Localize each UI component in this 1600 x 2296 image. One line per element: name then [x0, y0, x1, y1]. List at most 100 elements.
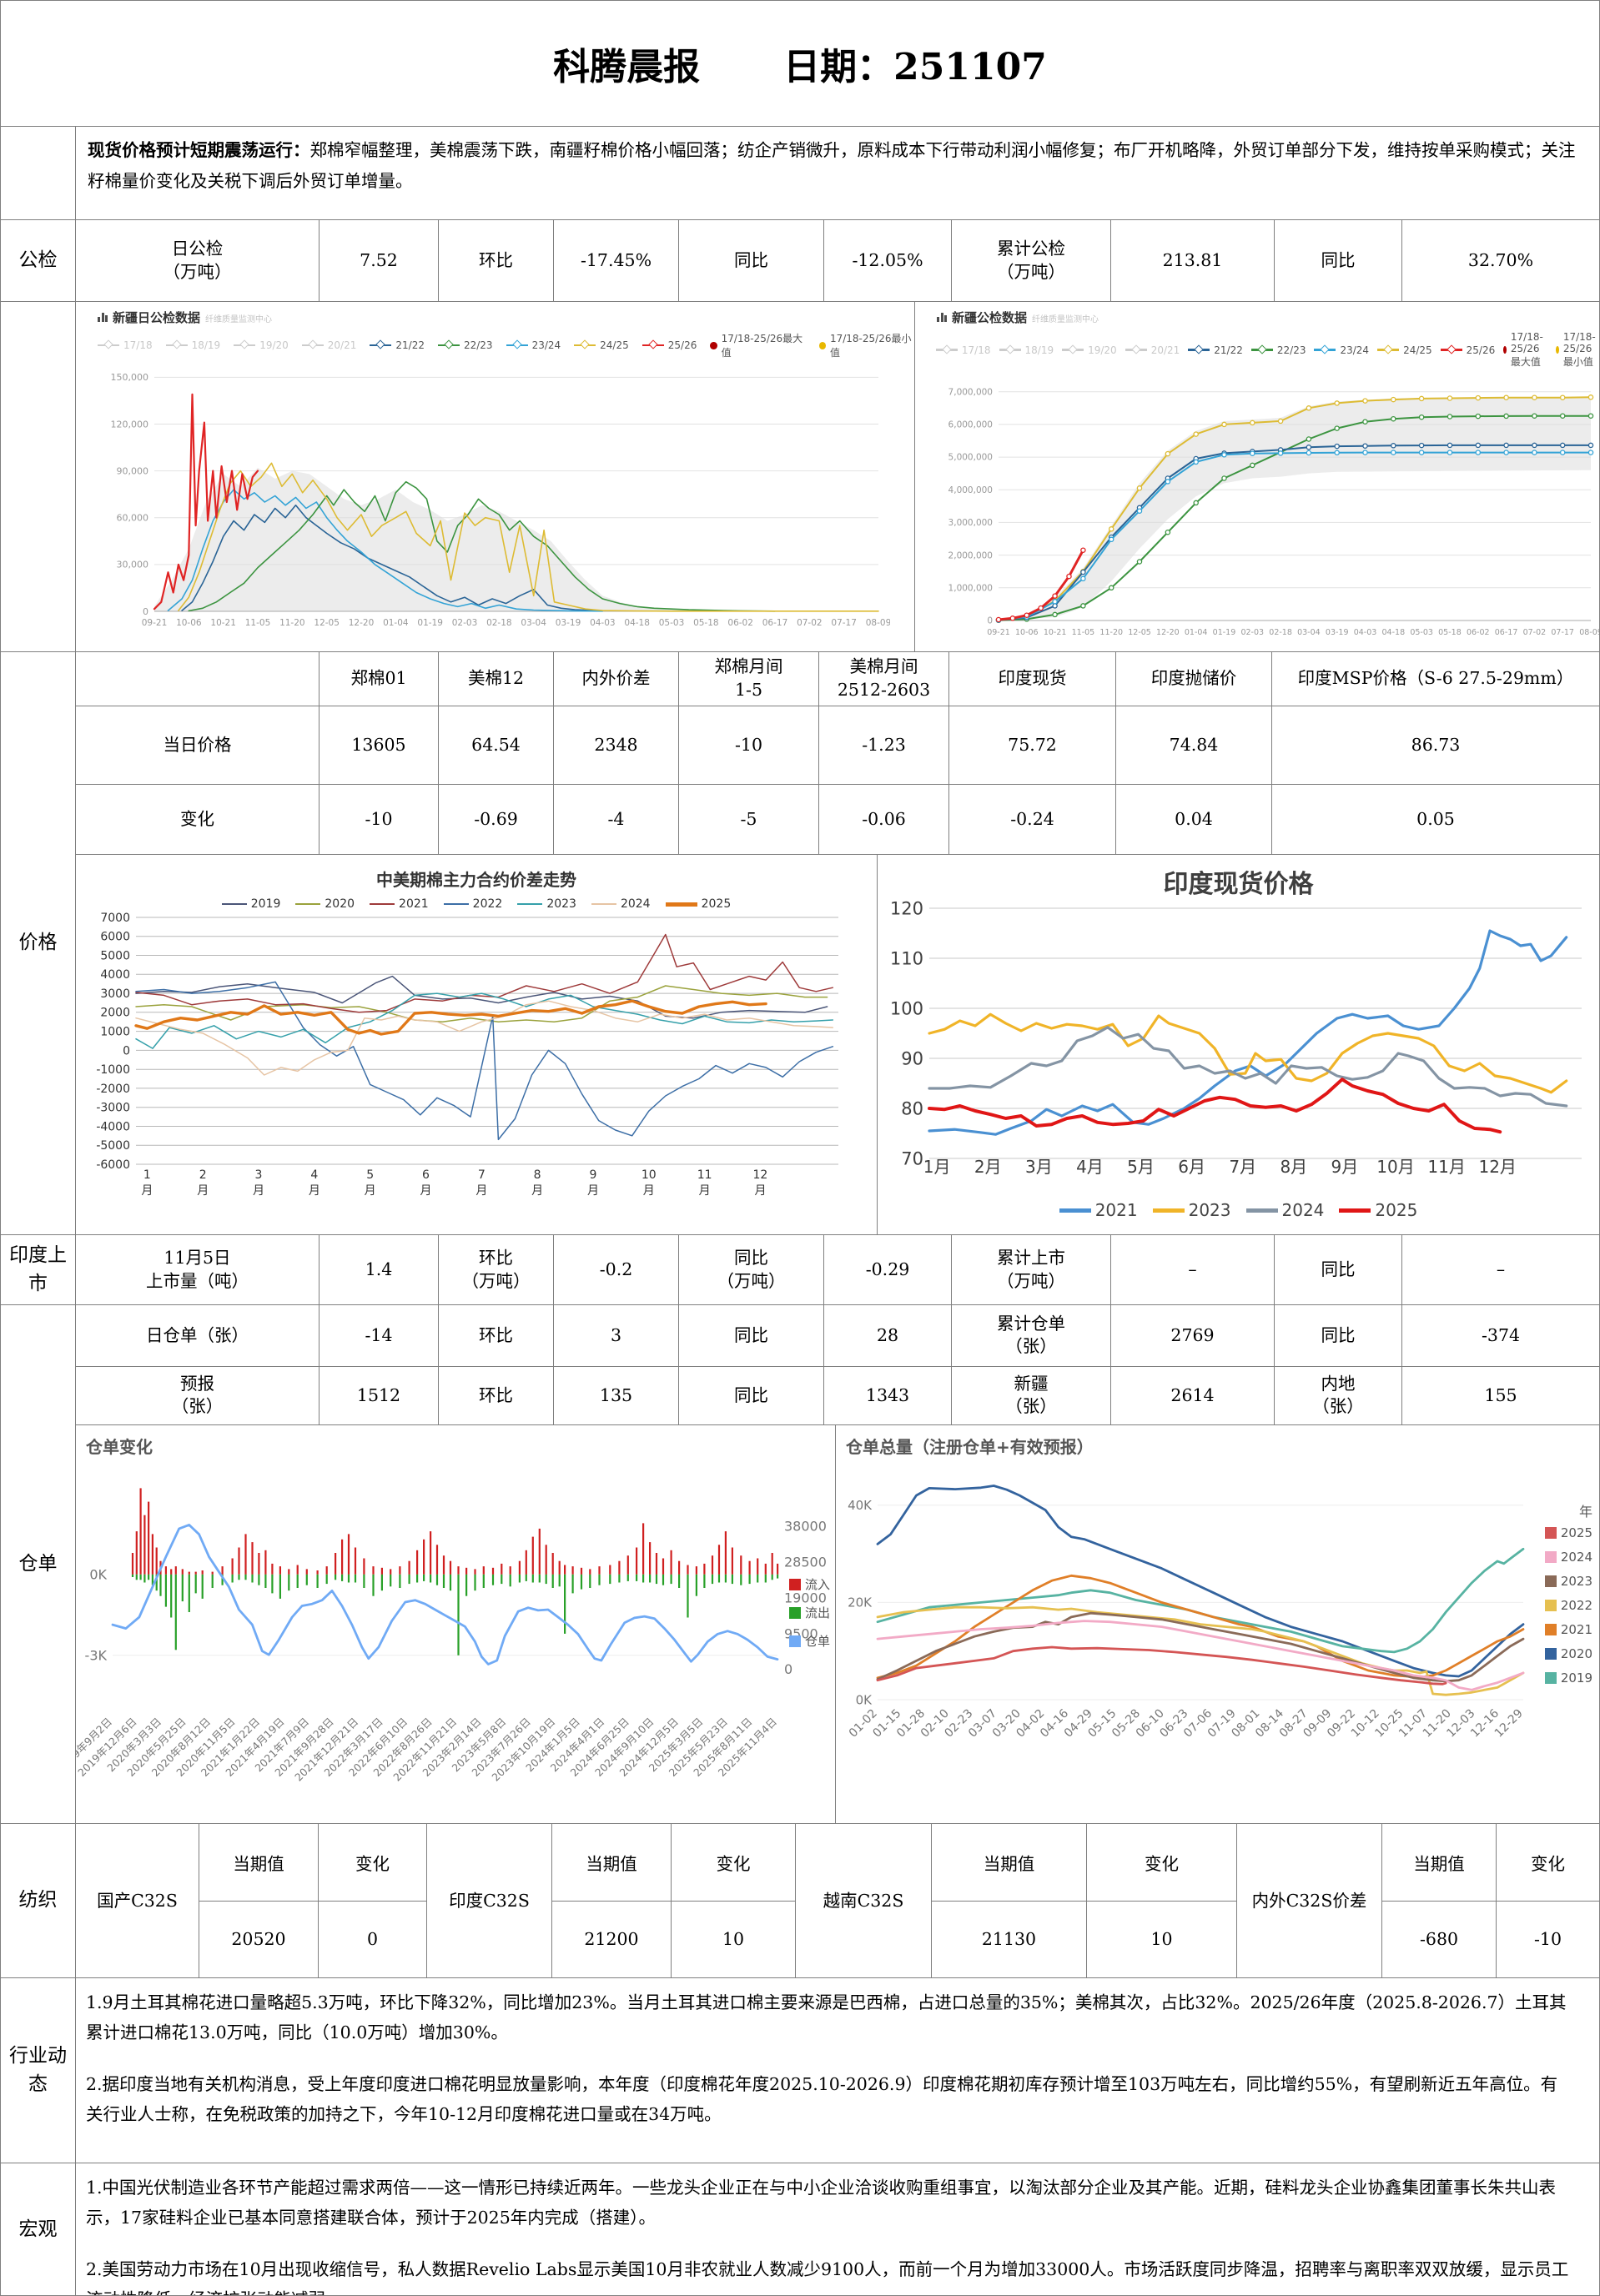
svg-text:05-03: 05-03: [659, 618, 685, 628]
svg-text:9月: 9月: [587, 1168, 599, 1198]
inspection-row: 公检 日公检 （万吨） 7.52 环比 -17.45% 同比 -12.05% 累计公检 （万…: [1, 219, 1599, 301]
summary-row: 现货价格预计短期震荡运行：郑棉窄幅整理，美棉震荡下跌，南疆籽棉价格小幅回落；纺企…: [1, 126, 1599, 219]
legend-item[interactable]: 18/19: [999, 331, 1054, 369]
legend-item[interactable]: 25/26: [1440, 331, 1495, 369]
table-cell: 75.72: [948, 706, 1115, 784]
receipt-change-chart: 0K -3K 38000 28500 19000 9500 0 2019年9月2日 2019年1…: [76, 1458, 835, 1823]
legend-item[interactable]: 流出: [788, 1604, 830, 1621]
svg-text:70: 70: [901, 1148, 923, 1168]
svg-text:04-03: 04-03: [1354, 628, 1377, 637]
svg-text:0: 0: [123, 1044, 130, 1058]
legend-item[interactable]: 25/26: [642, 331, 697, 359]
summary-body: 郑棉窄幅整理，美棉震荡下跌，南疆籽棉价格小幅回落；纺企产销微升，原料成本下行带动…: [88, 140, 1576, 191]
legend-item: 2019: [221, 897, 280, 911]
legend-item[interactable]: 17/18: [98, 331, 153, 359]
chg-label: 变化: [672, 1824, 795, 1902]
svg-text:10-06: 10-06: [1015, 628, 1039, 637]
legend-item[interactable]: 2021: [1544, 1622, 1592, 1637]
warehouse-receipt-label: 仓单: [1, 1305, 76, 1823]
price-today-row: 当日价格 13605 64.54 2348 -10 -1.23 75.72 74.84 86.7…: [76, 706, 1599, 784]
legend-item[interactable]: 17/18-25/26最大值: [710, 331, 805, 359]
table-cell: 1512: [319, 1366, 438, 1424]
legend-item[interactable]: 24/25: [574, 331, 629, 359]
chart-xj_daily: 0 30,000 60,000 90,000 120,000 150,000 09-21 10…: [111, 372, 891, 628]
svg-text:100: 100: [890, 998, 923, 1018]
legend-item[interactable]: 17/18-25/26最小值: [1556, 331, 1599, 369]
svg-text:-1000: -1000: [96, 1063, 130, 1077]
table-cell: 同比: [678, 1366, 823, 1424]
legend-item[interactable]: 2019: [1544, 1671, 1592, 1686]
spread-chart: -6000 -5000 -4000 -3000 -2000 -1000 0 1000 2000 3…: [84, 911, 877, 1208]
table-cell: -4: [553, 785, 678, 854]
chart-title: 仓单总量（注册仓单+有效预报）: [846, 1437, 1094, 1457]
svg-text:07-17: 07-17: [831, 618, 857, 628]
legend-item: 2021: [1059, 1200, 1138, 1220]
legend-item[interactable]: 18/19: [165, 331, 220, 359]
chg-value: 10: [1150, 1929, 1173, 1950]
svg-text:06-02: 06-02: [727, 618, 753, 628]
legend-item[interactable]: 17/18-25/26最大值: [1503, 331, 1547, 369]
legend-item[interactable]: 仓单: [788, 1632, 830, 1650]
spread-legend: 2019 2020 2021 2022 2023 2024 2025: [76, 897, 877, 911]
legend-item[interactable]: 24/25: [1377, 331, 1432, 369]
legend-item[interactable]: 2020: [1544, 1646, 1592, 1661]
legend-item[interactable]: 19/20: [234, 331, 289, 359]
price-change-row: 变化 -10 -0.69 -4 -5 -0.06 -0.24 0.04 0.05: [76, 784, 1599, 854]
forecast-row: 预报 （张） 1512 环比 135 同比 1343 新疆 （张） 2614 内地 （张） 155: [76, 1365, 1599, 1424]
receipt-total-legend: 年: [1579, 1500, 1592, 1522]
legend-item[interactable]: 2022: [1544, 1598, 1592, 1613]
table-cell: 环比: [438, 1366, 553, 1424]
macro-label: 宏观: [1, 2163, 76, 2295]
svg-text:11-05: 11-05: [245, 618, 271, 628]
svg-text:2000: 2000: [100, 1007, 130, 1020]
legend-marker-icon: [437, 344, 460, 347]
legend-item[interactable]: 17/18: [935, 331, 991, 369]
svg-text:2月: 2月: [974, 1157, 1002, 1177]
inspection-label: 公检: [1, 220, 76, 301]
legend-item[interactable]: 21/22: [370, 331, 425, 359]
svg-text:07-02: 07-02: [797, 618, 823, 628]
report-date: 日期：251107: [783, 46, 1047, 88]
inspection-cells: 日公检 （万吨） 7.52 环比 -17.45% 同比 -12.05% 累计公检 （万吨） 2…: [76, 220, 1599, 301]
table-cell: 累计仓单 （张）: [951, 1305, 1110, 1366]
legend-item[interactable]: 2025: [1544, 1525, 1592, 1540]
legend-item[interactable]: 23/24: [506, 331, 561, 359]
table-cell: -0.06: [818, 785, 948, 854]
table-cell: 7.52: [319, 220, 438, 301]
legend-item[interactable]: 22/23: [1250, 331, 1306, 369]
legend-item[interactable]: 17/18-25/26最小值: [818, 331, 914, 359]
macro-section: 宏观 1.中国光伏制造业各环节产能超过需求两倍——这一情形已持续近两年。一些龙头…: [1, 2163, 1599, 2295]
table-cell: 内外价差: [553, 652, 678, 706]
legend-item[interactable]: 20/21: [301, 331, 356, 359]
legend-item[interactable]: 19/20: [1062, 331, 1117, 369]
legend-item[interactable]: 20/21: [1125, 331, 1180, 369]
table-cell: 内地 （张）: [1274, 1366, 1401, 1424]
legend-item[interactable]: 2023: [1544, 1574, 1592, 1589]
legend-item[interactable]: 23/24: [1314, 331, 1369, 369]
receipt-change-legend: 流入 流出 仓单: [788, 1575, 830, 1650]
table-cell: 环比: [438, 1305, 553, 1366]
legend-marker-icon: [1440, 349, 1462, 351]
cur-value: 21130: [981, 1929, 1037, 1950]
legend-item[interactable]: 21/22: [1188, 331, 1243, 369]
summary-text: 现货价格预计短期震荡运行：郑棉窄幅整理，美棉震荡下跌，南疆籽棉价格小幅回落；纺企…: [76, 127, 1599, 219]
table-cell: 同比: [1274, 1235, 1401, 1304]
legend-item: 2022: [443, 897, 502, 911]
price-header-row: 郑棉01 美棉12 内外价差 郑棉月间 1-5 美棉月间 2512-2603 印度现货 印度…: [76, 652, 1599, 706]
legend-item[interactable]: 22/23: [437, 331, 493, 359]
svg-text:02-18: 02-18: [1269, 628, 1292, 637]
svg-text:10-06: 10-06: [176, 618, 202, 628]
chart-xj_cum: 0 1,000,000 2,000,000 3,000,000 4,000,000 5,0…: [948, 387, 1599, 637]
legend-item[interactable]: 2024: [1544, 1550, 1592, 1565]
legend-item[interactable]: 流入: [788, 1575, 830, 1593]
legend-item: 2024: [1245, 1200, 1324, 1220]
svg-text:0K: 0K: [856, 1692, 873, 1707]
svg-text:2月: 2月: [197, 1168, 209, 1198]
india-spot-legend: 2021 2023 2024 2025: [878, 1200, 1599, 1220]
svg-text:07-17: 07-17: [1551, 628, 1574, 637]
svg-text:12月: 12月: [1478, 1157, 1516, 1177]
table-cell: 日公检 （万吨）: [163, 238, 232, 282]
chg-label: 变化: [1497, 1824, 1599, 1902]
table-cell: -14: [319, 1305, 438, 1366]
